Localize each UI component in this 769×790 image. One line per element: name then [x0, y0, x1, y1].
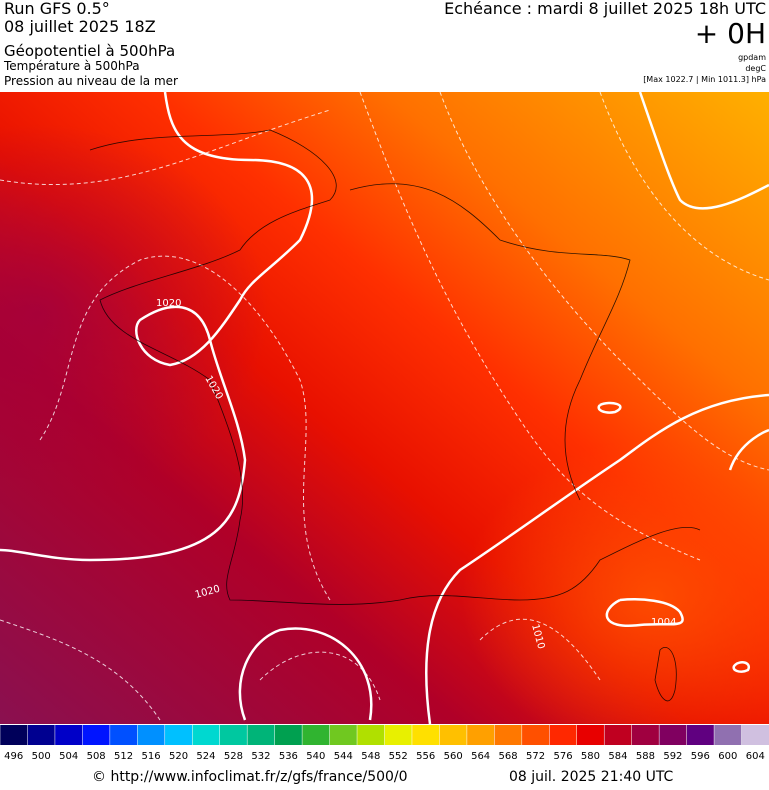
field-label: Pression au niveau de la mer — [4, 74, 178, 88]
colorbar-label: 572 — [526, 751, 545, 762]
colorbar-label: 600 — [718, 751, 737, 762]
source-link[interactable]: © http://www.infoclimat.fr/z/gfs/france/… — [92, 769, 408, 785]
colorbar: 496 500 504 508 512 516 520 524 528 532 536 540 544 5… — [0, 725, 769, 762]
colorbar-label: 504 — [59, 751, 78, 762]
colorbar-swatch — [521, 725, 550, 745]
colorbar-label: 564 — [471, 751, 490, 762]
colorbar-swatch — [411, 725, 440, 745]
colorbar-label: 524 — [196, 751, 215, 762]
colorbar-label: 592 — [663, 751, 682, 762]
colorbar-label: 512 — [114, 751, 133, 762]
temperature-contours — [0, 91, 769, 721]
colorbar-label: 548 — [361, 751, 380, 762]
unit-label: gpdam — [738, 53, 766, 62]
generated-time: 08 juil. 2025 21:40 UTC — [509, 769, 674, 785]
map-field — [0, 92, 769, 724]
colorbar-swatch — [329, 725, 358, 745]
colorbar-label: 508 — [87, 751, 106, 762]
colorbar-swatch — [659, 725, 688, 745]
colorbar-label: 528 — [224, 751, 243, 762]
colorbar-swatch — [247, 725, 276, 745]
colorbar-label: 544 — [334, 751, 353, 762]
colorbar-swatch — [274, 725, 303, 745]
colorbar-swatch — [741, 725, 769, 745]
colorbar-swatch — [686, 725, 715, 745]
colorbar-swatch — [384, 725, 413, 745]
colorbar-swatch — [109, 725, 138, 745]
colorbar-label: 596 — [691, 751, 710, 762]
colorbar-label: 560 — [444, 751, 463, 762]
pressure-range: [Max 1022.7 | Min 1011.3] hPa — [643, 75, 766, 84]
contour-label: 1020 — [156, 298, 181, 309]
colorbar-swatch — [549, 725, 578, 745]
colorbar-label: 568 — [499, 751, 518, 762]
colorbar-swatch — [192, 725, 221, 745]
colorbar-label: 500 — [32, 751, 51, 762]
colorbar-label: 604 — [746, 751, 765, 762]
colorbar-label: 540 — [306, 751, 325, 762]
run-label: Run GFS 0.5° — [4, 0, 110, 18]
colorbar-label: 536 — [279, 751, 298, 762]
pressure-contours — [0, 91, 769, 725]
colorbar-swatch — [439, 725, 468, 745]
colorbar-swatch — [302, 725, 331, 745]
colorbar-swatch — [714, 725, 743, 745]
unit-label: degC — [745, 64, 766, 73]
lead-time: + 0H — [695, 17, 766, 50]
colorbar-label: 584 — [608, 751, 627, 762]
coastlines — [89, 129, 701, 702]
colorbar-label: 496 — [4, 751, 23, 762]
run-date: 08 juillet 2025 18Z — [4, 17, 156, 36]
colorbar-label: 520 — [169, 751, 188, 762]
colorbar-swatch — [27, 725, 56, 745]
colorbar-swatch — [576, 725, 605, 745]
field-label: Géopotentiel à 500hPa — [4, 42, 175, 60]
colorbar-swatch — [82, 725, 111, 745]
colorbar-label: 532 — [251, 751, 270, 762]
map: 1020 1020 1020 1010 1004 — [0, 91, 769, 725]
field-label: Température à 500hPa — [3, 59, 140, 73]
colorbar-label: 576 — [553, 751, 572, 762]
colorbar-label: 556 — [416, 751, 435, 762]
colorbar-swatch — [0, 725, 28, 745]
colorbar-swatch — [164, 725, 193, 745]
contour-label: 1004 — [651, 617, 676, 628]
colorbar-label: 580 — [581, 751, 600, 762]
colorbar-swatch — [631, 725, 660, 745]
colorbar-label: 588 — [636, 751, 655, 762]
colorbar-swatch — [604, 725, 633, 745]
valid-time: Echéance : mardi 8 juillet 2025 18h UTC — [444, 0, 766, 18]
colorbar-swatch — [219, 725, 248, 745]
colorbar-swatch — [54, 725, 83, 745]
colorbar-swatch — [357, 725, 385, 745]
colorbar-swatch — [466, 725, 495, 745]
colorbar-swatch — [494, 725, 523, 745]
colorbar-label: 516 — [142, 751, 161, 762]
colorbar-swatch — [137, 725, 166, 745]
colorbar-label: 552 — [389, 751, 408, 762]
